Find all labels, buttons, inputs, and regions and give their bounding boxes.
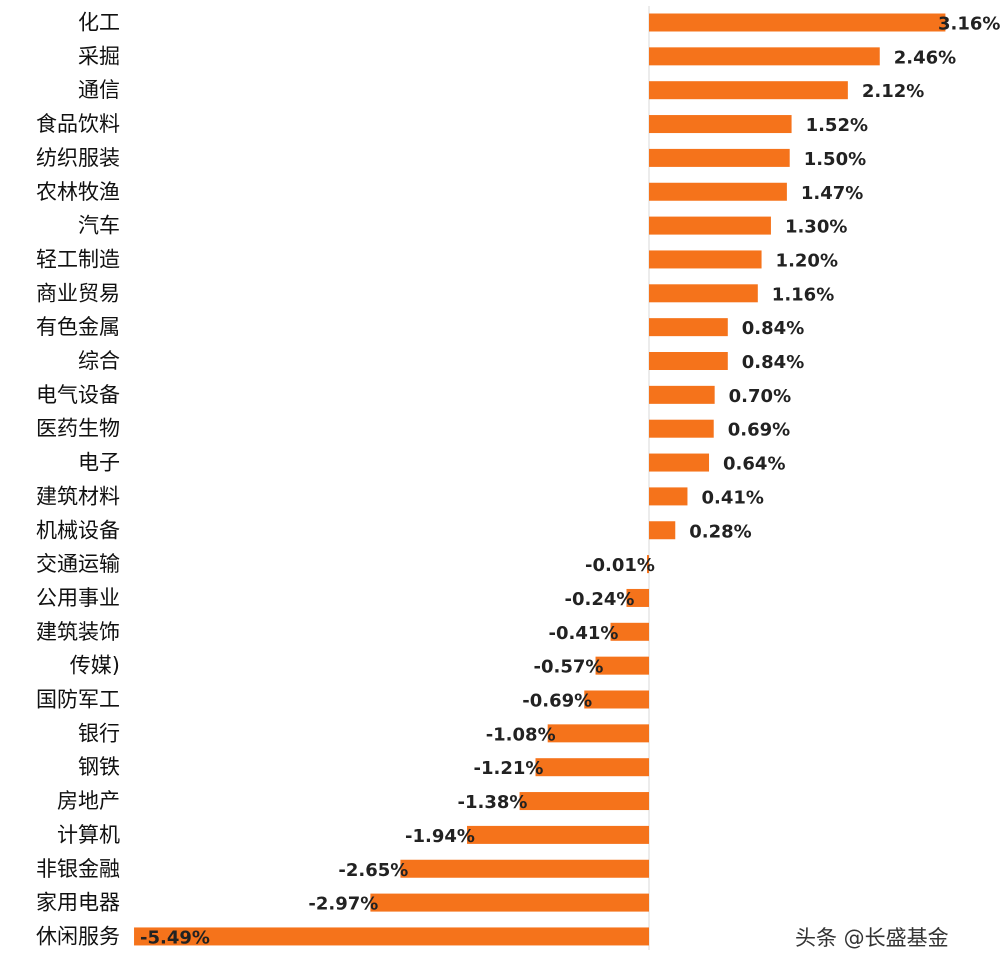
bar bbox=[649, 419, 714, 438]
value-label: -0.24% bbox=[564, 589, 634, 610]
category-label: 非银金融 bbox=[36, 857, 120, 881]
value-label: 3.16% bbox=[938, 14, 1000, 35]
bar bbox=[535, 758, 649, 777]
value-label: 1.30% bbox=[785, 217, 847, 238]
bar bbox=[370, 893, 649, 912]
value-label: 0.28% bbox=[689, 521, 751, 542]
bar bbox=[649, 385, 715, 404]
category-label: 有色金属 bbox=[36, 315, 120, 339]
category-label: 国防军工 bbox=[36, 688, 120, 712]
bar bbox=[647, 555, 649, 574]
category-label: 通信 bbox=[78, 78, 120, 102]
category-label: 建筑材料 bbox=[36, 484, 120, 508]
bar bbox=[649, 81, 848, 100]
bar bbox=[626, 588, 649, 607]
value-label: -0.69% bbox=[522, 691, 592, 712]
category-label: 计算机 bbox=[57, 823, 120, 847]
value-label: 0.70% bbox=[729, 386, 791, 407]
category-label: 汽车 bbox=[78, 214, 120, 238]
bar bbox=[649, 453, 710, 472]
category-labels-group: 化工采掘通信食品饮料纺织服装农林牧渔汽车轻工制造商业贸易有色金属综合电气设备医药… bbox=[36, 11, 120, 949]
value-label: 1.50% bbox=[804, 149, 866, 170]
bars-group bbox=[134, 13, 946, 946]
value-label: 0.84% bbox=[742, 352, 804, 373]
value-label: 0.41% bbox=[701, 487, 763, 508]
watermark: 头条 @长盛基金 bbox=[795, 926, 949, 950]
value-label: -1.21% bbox=[474, 758, 544, 779]
bar bbox=[400, 859, 649, 878]
category-label: 房地产 bbox=[57, 789, 120, 813]
bar bbox=[519, 792, 649, 811]
bar bbox=[649, 487, 688, 506]
bar bbox=[467, 825, 649, 844]
bar bbox=[649, 13, 946, 32]
bar bbox=[649, 216, 771, 235]
bar bbox=[649, 182, 787, 201]
bar bbox=[649, 318, 728, 337]
bar bbox=[649, 148, 790, 167]
bar bbox=[649, 250, 762, 269]
value-label: -5.49% bbox=[140, 927, 210, 948]
category-label: 建筑装饰 bbox=[36, 620, 120, 644]
bar bbox=[649, 352, 728, 370]
bar bbox=[595, 656, 649, 675]
value-label: -0.41% bbox=[549, 623, 619, 644]
category-label: 商业贸易 bbox=[36, 281, 120, 305]
category-label: 家用电器 bbox=[36, 891, 120, 915]
category-label: 电气设备 bbox=[36, 383, 120, 407]
category-label: 轻工制造 bbox=[36, 247, 120, 271]
bar bbox=[649, 521, 676, 540]
value-label: 1.52% bbox=[806, 115, 868, 136]
category-label: 综合 bbox=[78, 349, 120, 373]
bar bbox=[649, 284, 758, 303]
value-label: 0.64% bbox=[723, 454, 785, 475]
bar bbox=[547, 724, 649, 743]
value-label: -2.97% bbox=[308, 894, 378, 915]
category-label: 休闲服务 bbox=[36, 924, 120, 948]
value-label: 0.69% bbox=[728, 420, 790, 441]
category-label: 交通运输 bbox=[36, 552, 120, 576]
bar bbox=[610, 622, 649, 641]
value-label: -1.08% bbox=[486, 724, 556, 745]
value-label: -1.38% bbox=[458, 792, 528, 813]
value-label: 1.16% bbox=[772, 284, 834, 305]
category-label: 纺织服装 bbox=[36, 146, 120, 170]
value-label: 2.46% bbox=[894, 47, 956, 68]
category-label: 公用事业 bbox=[36, 586, 120, 610]
value-label: 1.47% bbox=[801, 183, 863, 204]
category-label: 食品饮料 bbox=[36, 112, 120, 136]
bar bbox=[649, 47, 880, 66]
bar bbox=[584, 690, 649, 709]
value-label: 2.12% bbox=[862, 81, 924, 102]
category-label: 机械设备 bbox=[36, 518, 120, 542]
value-label: -1.94% bbox=[405, 826, 475, 847]
category-label: 传媒) bbox=[70, 654, 120, 678]
category-label: 农林牧渔 bbox=[36, 180, 120, 204]
value-label: 0.84% bbox=[742, 318, 804, 339]
bar bbox=[134, 927, 650, 946]
value-label: -0.01% bbox=[585, 555, 655, 576]
category-label: 医药生物 bbox=[36, 417, 120, 441]
category-label: 采掘 bbox=[78, 44, 120, 68]
category-label: 钢铁 bbox=[78, 755, 120, 779]
category-label: 化工 bbox=[78, 11, 120, 35]
value-labels-group: 3.16% 2.46% 2.12% 1.52% 1.50% 1.47% 1.30% 1.20%… bbox=[140, 14, 1000, 949]
value-label: 1.20% bbox=[776, 250, 838, 271]
category-label: 电子 bbox=[78, 451, 120, 475]
bar bbox=[649, 115, 792, 134]
value-label: -2.65% bbox=[338, 860, 408, 881]
category-label: 银行 bbox=[78, 721, 120, 745]
value-label: -0.57% bbox=[534, 657, 604, 678]
